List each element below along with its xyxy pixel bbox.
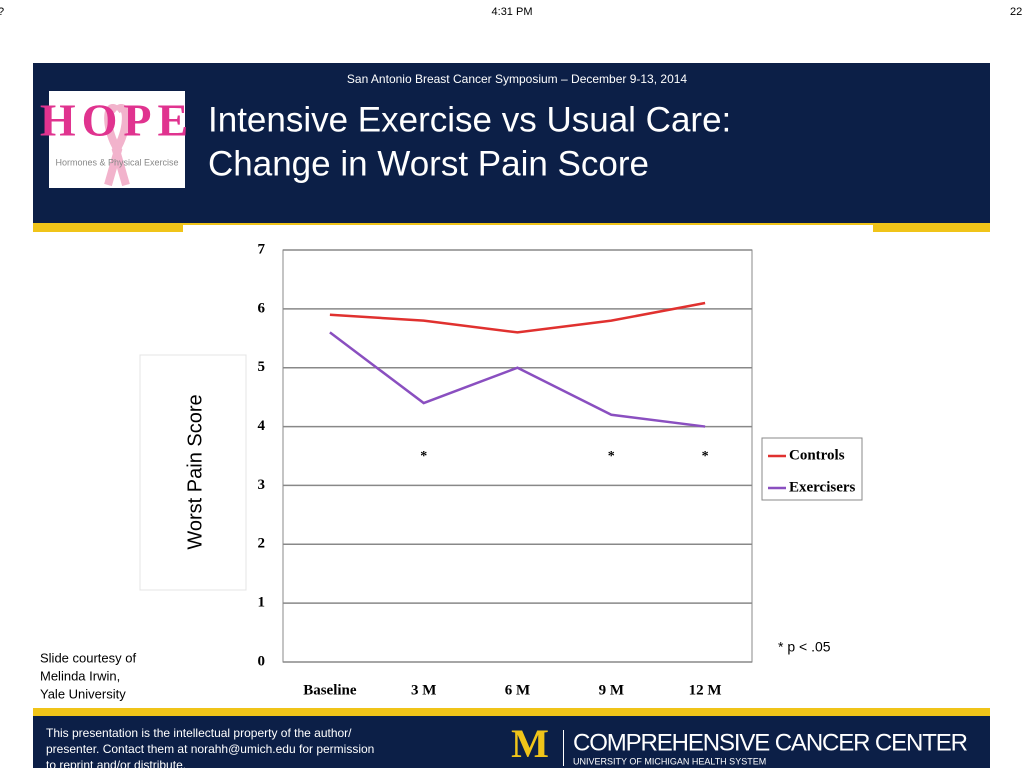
title-line: Change in Worst Pain Score [208, 144, 649, 183]
legend-label: Controls [789, 447, 845, 463]
series-line [329, 331, 706, 428]
footer-accent [33, 708, 990, 716]
notice-line: to reprint and/or distribute. [46, 758, 186, 768]
center-name: COMPREHENSIVE CANCER CENTER [573, 729, 968, 756]
y-tick-label: 4 [258, 418, 266, 434]
y-axis-label: Worst Pain Score [184, 394, 206, 549]
credit-line: Yale University [40, 686, 126, 701]
logo-tagline: Hormones & Physical Exercise [55, 157, 178, 167]
header-band [33, 63, 990, 223]
x-tick-label: 6 M [505, 682, 530, 698]
plot-area [282, 249, 753, 663]
status-left: ? [0, 6, 4, 18]
m-logo: M [511, 721, 549, 766]
divider [563, 730, 564, 766]
credit-line: Melinda Irwin, [40, 668, 120, 683]
legend-label: Exercisers [789, 479, 856, 495]
credit-line: Slide courtesy of [40, 650, 136, 665]
footer-band [33, 708, 990, 768]
y-tick-label: 6 [258, 300, 266, 316]
accent [873, 223, 990, 232]
annotation: * p < .05 [778, 639, 831, 655]
significance-mark: * [420, 449, 427, 464]
significance-mark: * [608, 449, 615, 464]
series-line [329, 301, 706, 334]
y-tick-label: 7 [258, 241, 266, 257]
status-bar [0, 0, 1024, 20]
status-right: 22 [1010, 6, 1022, 18]
ribbon [104, 104, 130, 187]
y-tick-label: 3 [258, 477, 266, 493]
legend-box [761, 437, 863, 501]
notice-line: presenter. Contact them at norahh@umich.… [46, 742, 374, 756]
x-tick-label: 3 M [411, 682, 436, 698]
y-label-box [139, 354, 247, 591]
x-tick-label: Baseline [303, 682, 357, 698]
significance-mark: * [702, 449, 709, 464]
logo-word: HOPE [40, 95, 194, 146]
x-tick-label: 9 M [599, 682, 624, 698]
accent [33, 223, 183, 232]
status-time: 4:31 PM [492, 6, 533, 18]
chart: 0 1 2 3 4 5 6 7 Baseline 3 M * 6 M 9 M * 12 M * Controls… [258, 241, 863, 698]
accent-line [33, 223, 990, 225]
y-tick-label: 5 [258, 359, 266, 375]
y-tick-label: 2 [258, 536, 266, 552]
notice-line: This presentation is the intellectual pr… [46, 726, 352, 740]
x-tick-label: 12 M [689, 682, 722, 698]
system-name: UNIVERSITY OF MICHIGAN HEALTH SYSTEM [573, 756, 766, 766]
y-tick-label: 0 [258, 653, 266, 669]
conference: San Antonio Breast Cancer Symposium – De… [347, 72, 688, 86]
title-line: Intensive Exercise vs Usual Care: [208, 100, 731, 139]
y-tick-label: 1 [258, 595, 266, 611]
